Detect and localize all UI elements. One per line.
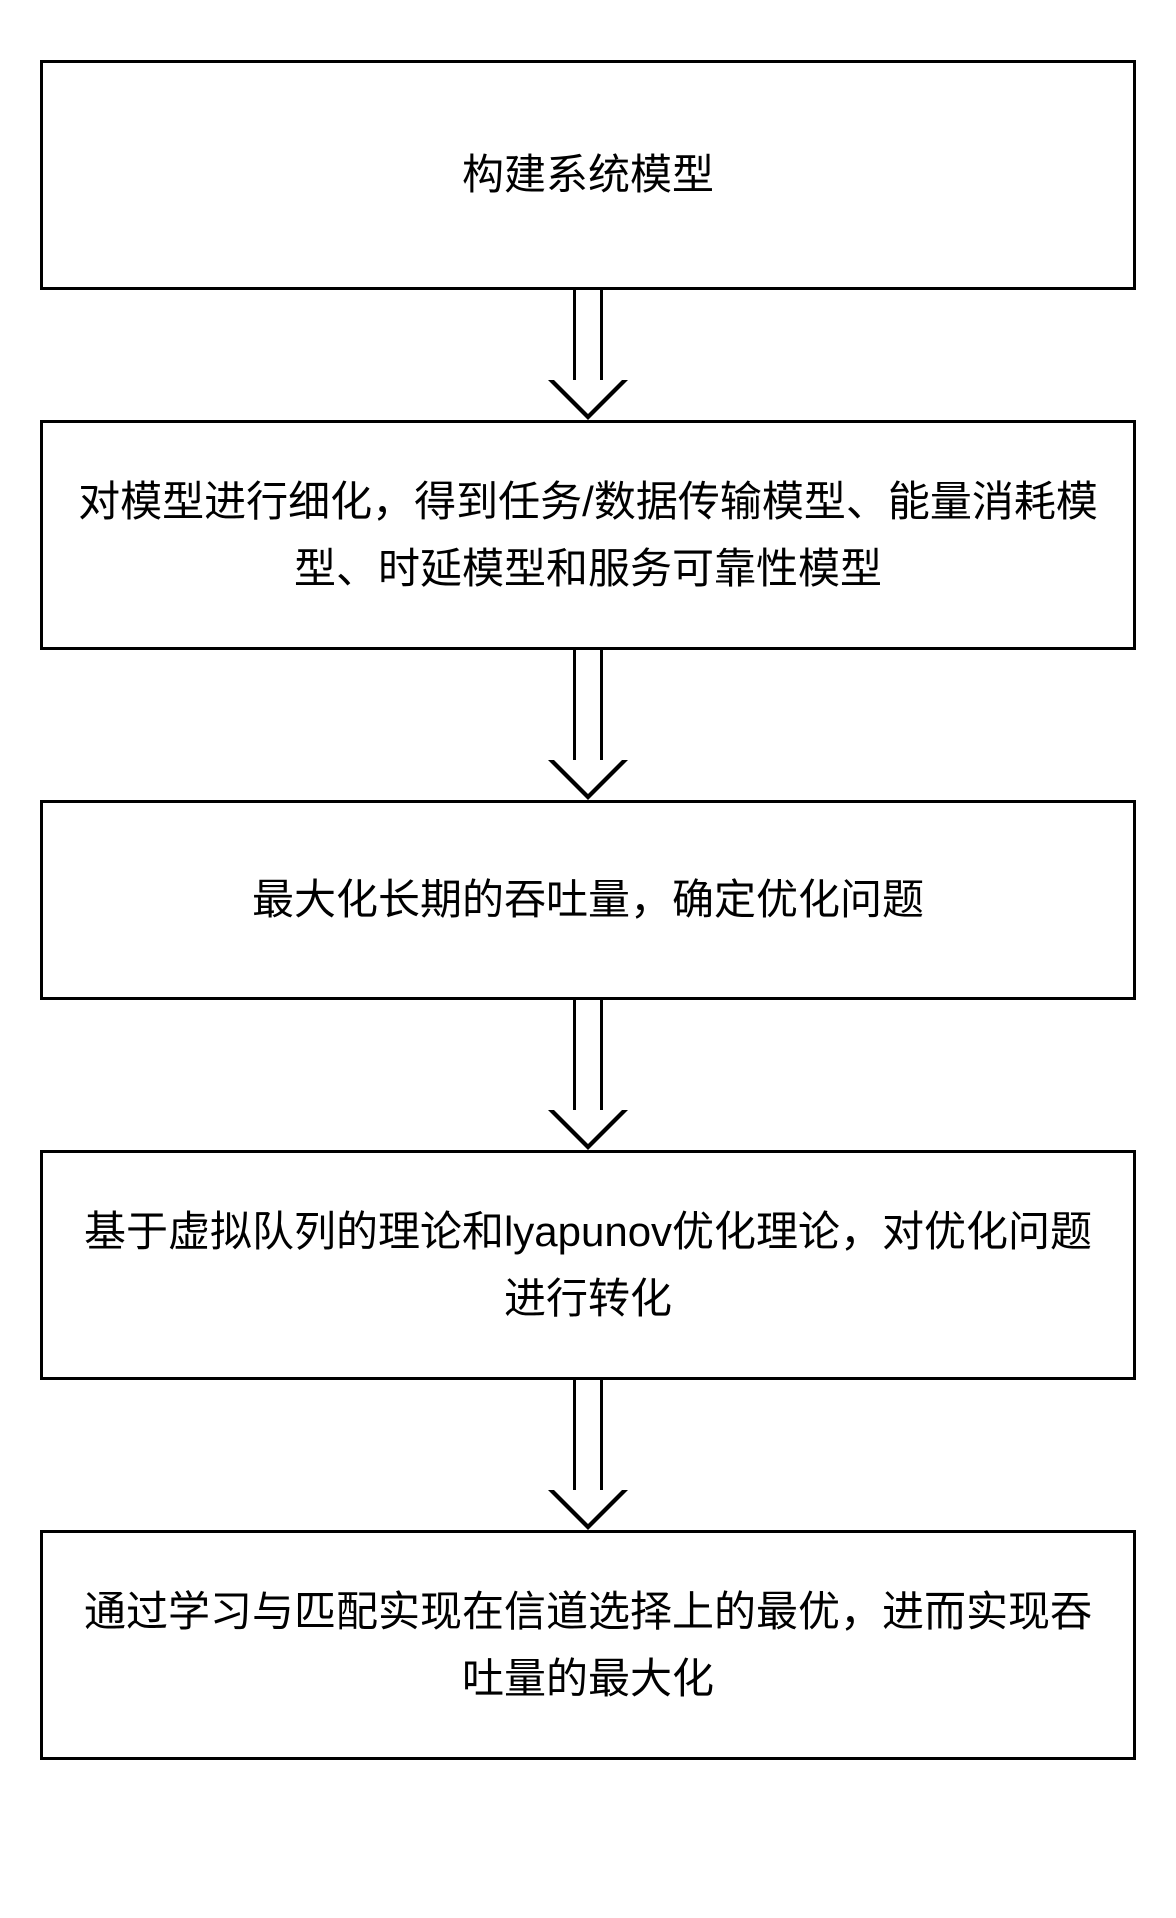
arrow-head-icon — [548, 380, 628, 420]
flowchart-node: 对模型进行细化，得到任务/数据传输模型、能量消耗模型、时延模型和服务可靠性模型 — [40, 420, 1136, 650]
flowchart-arrow — [548, 1000, 628, 1150]
node-label: 对模型进行细化，得到任务/数据传输模型、能量消耗模型、时延模型和服务可靠性模型 — [73, 468, 1103, 602]
node-label: 通过学习与匹配实现在信道选择上的最优，进而实现吞吐量的最大化 — [73, 1578, 1103, 1712]
flowchart-arrow — [548, 1380, 628, 1530]
arrow-head-icon — [548, 760, 628, 800]
arrow-shaft — [573, 290, 603, 380]
node-label: 基于虚拟队列的理论和lyapunov优化理论，对优化问题进行转化 — [73, 1198, 1103, 1332]
arrow-head-icon — [548, 1110, 628, 1150]
flowchart-node: 通过学习与匹配实现在信道选择上的最优，进而实现吞吐量的最大化 — [40, 1530, 1136, 1760]
flowchart-arrow — [548, 650, 628, 800]
flowchart-node: 最大化长期的吞吐量，确定优化问题 — [40, 800, 1136, 1000]
flowchart-container: 构建系统模型 对模型进行细化，得到任务/数据传输模型、能量消耗模型、时延模型和服… — [40, 60, 1136, 1760]
arrow-head-icon — [548, 1490, 628, 1530]
flowchart-arrow — [548, 290, 628, 420]
flowchart-node: 构建系统模型 — [40, 60, 1136, 290]
arrow-shaft — [573, 1000, 603, 1110]
node-label: 构建系统模型 — [462, 141, 714, 208]
node-label: 最大化长期的吞吐量，确定优化问题 — [252, 866, 924, 933]
arrow-shaft — [573, 1380, 603, 1490]
flowchart-node: 基于虚拟队列的理论和lyapunov优化理论，对优化问题进行转化 — [40, 1150, 1136, 1380]
arrow-shaft — [573, 650, 603, 760]
